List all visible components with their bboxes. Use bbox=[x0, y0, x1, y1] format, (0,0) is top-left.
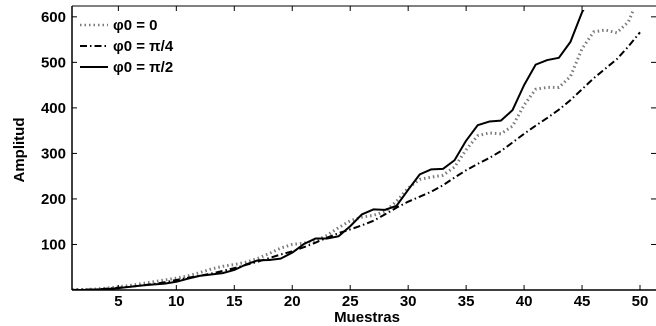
x-tick-label: 10 bbox=[168, 293, 185, 310]
x-tick-label: 5 bbox=[114, 293, 122, 310]
x-tick-label: 40 bbox=[516, 293, 533, 310]
series-layer bbox=[72, 10, 641, 290]
x-tick-label: 15 bbox=[226, 293, 243, 310]
x-tick-label: 50 bbox=[632, 293, 649, 310]
legend-label-2: φ0 = π/4 bbox=[113, 38, 174, 55]
x-tick-label: 45 bbox=[574, 293, 591, 310]
x-tick-label: 30 bbox=[400, 293, 417, 310]
axes bbox=[71, 5, 656, 291]
x-tick-label: 25 bbox=[342, 293, 359, 310]
series-line-3 bbox=[72, 10, 585, 290]
x-tick-label: 20 bbox=[284, 293, 301, 310]
y-tick-label: 100 bbox=[41, 236, 66, 253]
x-axis-title: Muestras bbox=[334, 309, 400, 326]
series-line-2 bbox=[72, 31, 641, 290]
y-tick-label: 300 bbox=[41, 145, 66, 162]
x-tick-label: 35 bbox=[458, 293, 475, 310]
y-axis-title: Amplitud bbox=[11, 118, 28, 183]
y-tick-label: 600 bbox=[41, 9, 66, 26]
legend-label-1: φ0 = 0 bbox=[113, 17, 158, 34]
y-tick-label: 500 bbox=[41, 54, 66, 71]
legend: φ0 = 0 φ0 = π/4 φ0 = π/2 bbox=[80, 17, 174, 76]
tick-layer: 5 10 15 20 25 30 35 40 45 50 100 200 300 400 500 600 bbox=[41, 6, 656, 310]
y-tick-label: 200 bbox=[41, 191, 66, 208]
legend-label-3: φ0 = π/2 bbox=[113, 59, 173, 76]
y-tick-label: 400 bbox=[41, 100, 66, 117]
series-line-1 bbox=[72, 10, 635, 290]
